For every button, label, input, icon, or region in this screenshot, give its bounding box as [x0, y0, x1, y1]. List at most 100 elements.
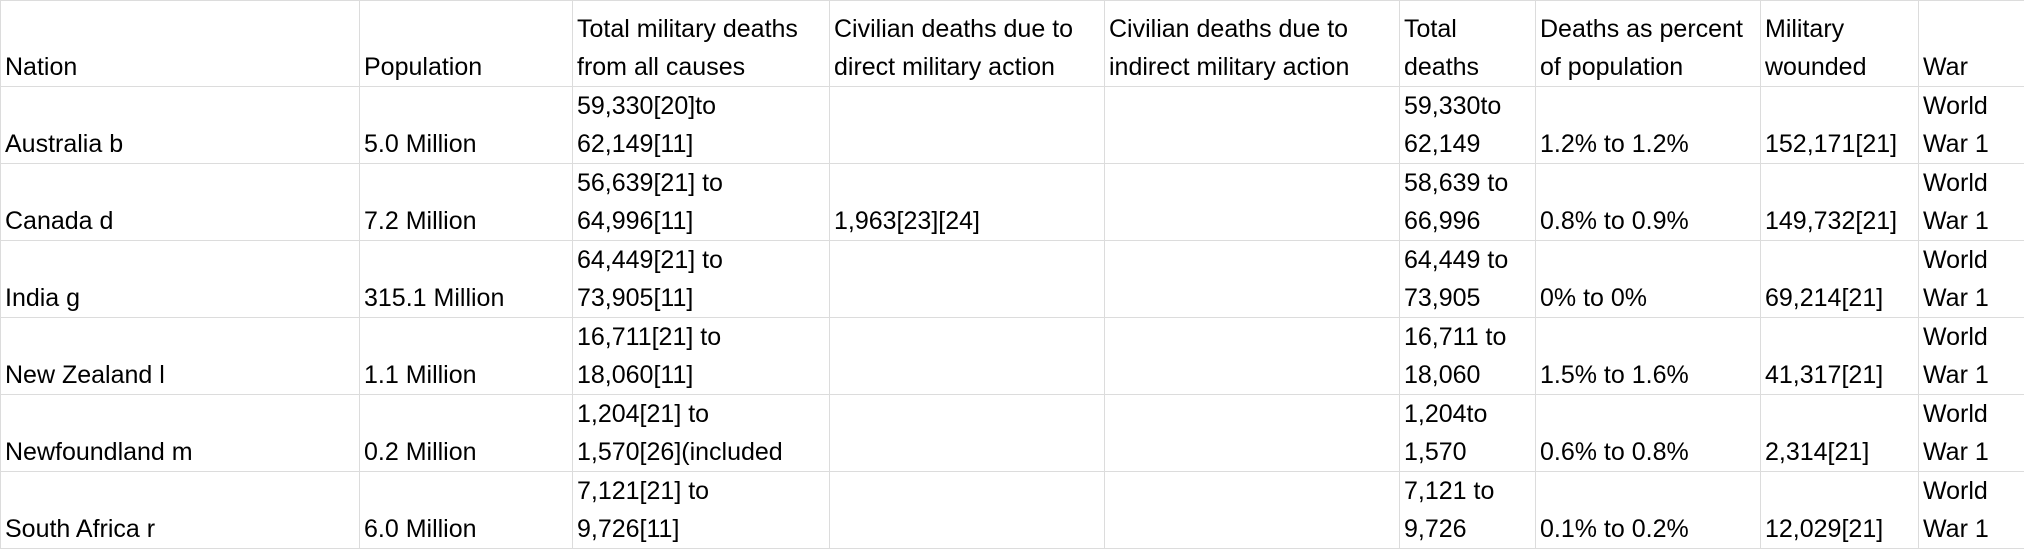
cell-population-text: 6.0 Million: [364, 510, 572, 548]
cell-percent-text: 1.2% to 1.2%: [1540, 125, 1760, 163]
header-cell-population[interactable]: Population: [360, 1, 573, 87]
header-wounded-line-1: Military: [1765, 10, 1918, 48]
header-military-deaths-line-1: Total military deaths: [577, 10, 829, 48]
cell-population[interactable]: 315.1 Million: [360, 241, 573, 318]
cell-percent-text: 1.5% to 1.6%: [1540, 356, 1760, 394]
cell-war-line-2: War 1: [1923, 125, 2024, 163]
cell-civilian-indirect[interactable]: [1105, 241, 1400, 318]
cell-population[interactable]: 0.2 Million: [360, 395, 573, 472]
cell-wounded[interactable]: 149,732[21]: [1761, 164, 1919, 241]
cell-wounded[interactable]: 12,029[21]: [1761, 472, 1919, 549]
cell-military-deaths-line-2: 1,570[26](included: [577, 433, 829, 471]
cell-civilian-direct[interactable]: [830, 318, 1105, 395]
cell-civilian-indirect[interactable]: [1105, 164, 1400, 241]
cell-wounded-text: 152,171[21]: [1765, 125, 1918, 163]
cell-military-deaths-line-1: 64,449[21] to: [577, 241, 829, 279]
cell-nation[interactable]: South Africa r: [1, 472, 360, 549]
cell-population[interactable]: 6.0 Million: [360, 472, 573, 549]
cell-nation[interactable]: New Zealand l: [1, 318, 360, 395]
cell-total-deaths-line-1: 16,711 to: [1404, 318, 1535, 356]
cell-nation[interactable]: Australia b: [1, 87, 360, 164]
cell-percent[interactable]: 0.1% to 0.2%: [1536, 472, 1761, 549]
cell-civilian-indirect[interactable]: [1105, 395, 1400, 472]
cell-civilian-direct[interactable]: [830, 241, 1105, 318]
cell-percent-text: 0.8% to 0.9%: [1540, 202, 1760, 240]
cell-wounded-text: 12,029[21]: [1765, 510, 1918, 548]
header-nation-text: Nation: [5, 48, 359, 86]
header-total-deaths-line-2: deaths: [1404, 48, 1535, 86]
cell-wounded[interactable]: 2,314[21]: [1761, 395, 1919, 472]
cell-war-line-2: War 1: [1923, 356, 2024, 394]
cell-total-deaths-line-2: 9,726: [1404, 510, 1535, 548]
cell-wounded[interactable]: 152,171[21]: [1761, 87, 1919, 164]
cell-war-line-1: World: [1923, 472, 2024, 510]
cell-total-deaths-line-1: 59,330to: [1404, 87, 1535, 125]
cell-war-line-2: War 1: [1923, 433, 2024, 471]
cell-civilian-direct[interactable]: [830, 87, 1105, 164]
cell-percent-text: 0.1% to 0.2%: [1540, 510, 1760, 548]
cell-war-line-1: World: [1923, 164, 2024, 202]
cell-nation[interactable]: Canada d: [1, 164, 360, 241]
header-cell-war[interactable]: War: [1919, 1, 2024, 87]
cell-civilian-direct[interactable]: 1,963[23][24]: [830, 164, 1105, 241]
cell-nation-text: New Zealand l: [5, 356, 359, 394]
cell-percent[interactable]: 1.2% to 1.2%: [1536, 87, 1761, 164]
cell-wounded-text: 149,732[21]: [1765, 202, 1918, 240]
cell-population[interactable]: 5.0 Million: [360, 87, 573, 164]
cell-nation[interactable]: Newfoundland m: [1, 395, 360, 472]
cell-nation[interactable]: India g: [1, 241, 360, 318]
cell-wounded[interactable]: 41,317[21]: [1761, 318, 1919, 395]
cell-total-deaths-line-1: 7,121 to: [1404, 472, 1535, 510]
cell-population[interactable]: 1.1 Million: [360, 318, 573, 395]
cell-nation-text: Canada d: [5, 202, 359, 240]
cell-civilian-indirect[interactable]: [1105, 472, 1400, 549]
cell-nation-text: South Africa r: [5, 510, 359, 548]
cell-civilian-indirect[interactable]: [1105, 318, 1400, 395]
header-cell-nation[interactable]: Nation: [1, 1, 360, 87]
header-civilian-indirect-line-2: indirect military action: [1109, 48, 1399, 86]
cell-civilian-direct[interactable]: [830, 472, 1105, 549]
cell-percent[interactable]: 0.6% to 0.8%: [1536, 395, 1761, 472]
cell-population[interactable]: 7.2 Million: [360, 164, 573, 241]
cell-percent[interactable]: 0% to 0%: [1536, 241, 1761, 318]
header-percent-line-2: of population: [1540, 48, 1760, 86]
cell-population-text: 0.2 Million: [364, 433, 572, 471]
cell-nation-text: Newfoundland m: [5, 433, 359, 471]
cell-civilian-indirect[interactable]: [1105, 87, 1400, 164]
cell-percent[interactable]: 0.8% to 0.9%: [1536, 164, 1761, 241]
header-total-deaths-line-1: Total: [1404, 10, 1535, 48]
cell-civilian-direct[interactable]: [830, 395, 1105, 472]
cell-wounded[interactable]: 69,214[21]: [1761, 241, 1919, 318]
cell-military-deaths-line-1: 56,639[21] to: [577, 164, 829, 202]
cell-percent[interactable]: 1.5% to 1.6%: [1536, 318, 1761, 395]
cell-total-deaths-line-2: 73,905: [1404, 279, 1535, 317]
cell-total-deaths-line-1: 1,204to: [1404, 395, 1535, 433]
